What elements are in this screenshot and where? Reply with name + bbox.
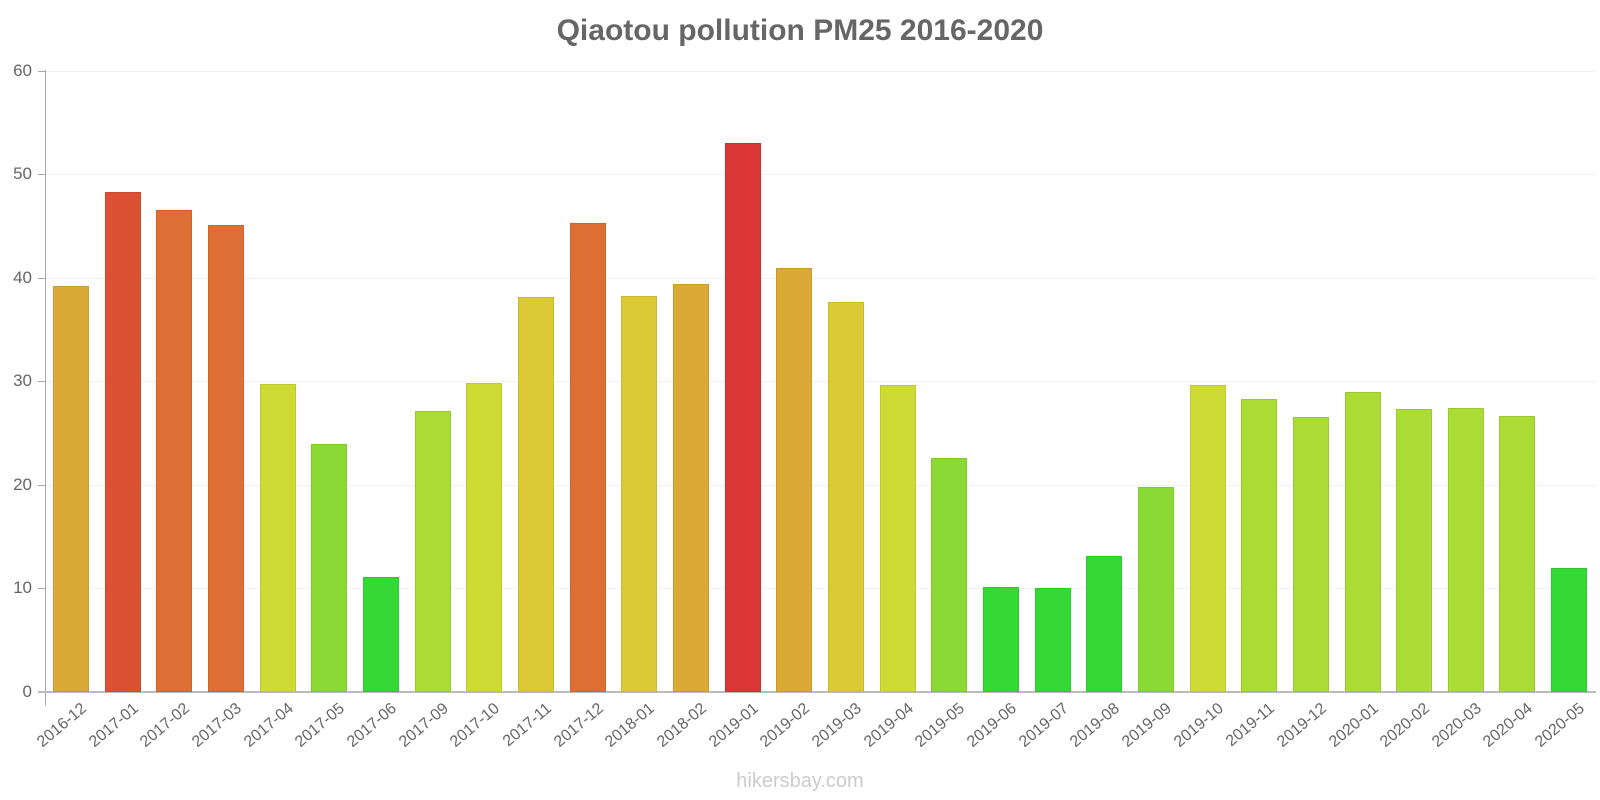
y-tick-mark xyxy=(38,381,46,382)
bar-2017-04[interactable] xyxy=(259,384,296,692)
gridline xyxy=(46,588,1596,589)
bar-2019-08[interactable] xyxy=(1086,556,1123,692)
bar-2017-01[interactable] xyxy=(104,191,141,692)
bar-2016-12[interactable] xyxy=(53,285,89,692)
bar-2019-02[interactable] xyxy=(776,268,813,692)
bar-2019-11[interactable] xyxy=(1241,398,1278,692)
y-tick-mark xyxy=(38,588,46,589)
watermark: hikersbay.com xyxy=(736,770,864,792)
bar-2018-02[interactable] xyxy=(672,283,709,692)
gridline xyxy=(46,278,1596,279)
gridline xyxy=(46,71,1596,72)
bar-2020-01[interactable] xyxy=(1344,391,1381,692)
y-tick-mark xyxy=(38,71,46,72)
y-tick-label: 40 xyxy=(13,268,32,287)
bar-2020-05[interactable] xyxy=(1551,567,1588,692)
y-tick-label: 30 xyxy=(13,371,32,390)
y-tick-label: 20 xyxy=(13,475,32,494)
bar-2019-07[interactable] xyxy=(1034,588,1071,692)
y-tick-label: 50 xyxy=(13,164,32,183)
bar-2017-09[interactable] xyxy=(414,411,451,692)
bar-2019-06[interactable] xyxy=(982,587,1019,692)
bar-2017-06[interactable] xyxy=(362,576,399,692)
bar-2019-01[interactable] xyxy=(724,143,761,692)
bar-2020-03[interactable] xyxy=(1447,408,1484,692)
gridline xyxy=(46,381,1596,382)
bar-2017-02[interactable] xyxy=(156,210,193,692)
gridline xyxy=(46,485,1596,486)
y-tick-label: 0 xyxy=(22,682,32,701)
bar-2019-04[interactable] xyxy=(879,385,916,692)
bar-2019-03[interactable] xyxy=(827,301,864,692)
y-tick-label: 60 xyxy=(13,61,32,80)
bar-2019-12[interactable] xyxy=(1292,417,1329,692)
y-tick-mark xyxy=(38,174,46,175)
y-tick-mark xyxy=(38,278,46,279)
y-axis-line xyxy=(45,70,46,706)
bar-2019-10[interactable] xyxy=(1189,385,1226,692)
chart-title: Qiaotou pollution PM25 2016-2020 xyxy=(556,14,1044,47)
bar-2017-11[interactable] xyxy=(517,297,554,692)
bar-2018-01[interactable] xyxy=(621,296,658,692)
bar-2020-04[interactable] xyxy=(1499,416,1536,692)
bar-2017-12[interactable] xyxy=(569,222,606,692)
bar-2019-05[interactable] xyxy=(931,457,968,692)
x-axis-line xyxy=(38,691,1596,693)
bar-2017-05[interactable] xyxy=(311,444,348,692)
y-tick-mark xyxy=(38,485,46,486)
bar-2017-10[interactable] xyxy=(466,383,503,692)
bar-2019-09[interactable] xyxy=(1137,486,1174,692)
y-tick-label: 10 xyxy=(13,578,32,597)
bar-2020-02[interactable] xyxy=(1396,409,1433,692)
gridline xyxy=(46,174,1596,175)
bar-2017-03[interactable] xyxy=(207,224,244,692)
